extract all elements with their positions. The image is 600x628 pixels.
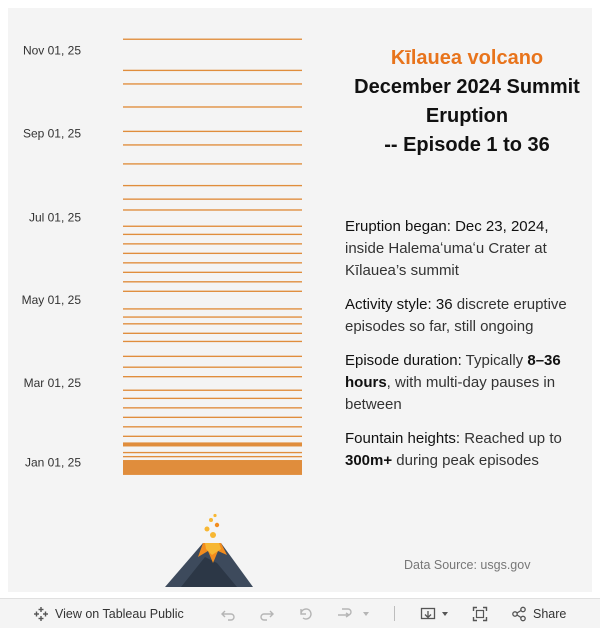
- episode-bar[interactable]: [123, 198, 302, 200]
- fact-duration-key: Episode duration:: [345, 352, 462, 369]
- episode-bar[interactable]: [123, 106, 302, 108]
- fact-activity-style: Activity style: 36 discrete eruptive epi…: [345, 294, 590, 338]
- fullscreen-icon[interactable]: [472, 599, 488, 628]
- fact-began-rest: inside Halemaʻumaʻu Crater at Kīlauea’s …: [345, 240, 547, 279]
- fact-began-value: Dec 23, 2024,: [455, 218, 549, 235]
- fact-duration-value: 8–36 hours: [345, 352, 561, 391]
- episode-bar[interactable]: [123, 442, 302, 447]
- facts-panel: Eruption began: Dec 23, 2024, inside Hal…: [345, 216, 590, 484]
- view-on-tableau-button[interactable]: View on Tableau Public: [33, 599, 184, 628]
- chart-title: Kīlauea volcano December 2024 Summit Eru…: [342, 44, 592, 160]
- data-source: Data Source: usgs.gov: [404, 558, 531, 572]
- episode-bar[interactable]: [123, 271, 302, 274]
- tableau-icon: [33, 606, 49, 622]
- volcano-icon: [161, 513, 257, 596]
- view-on-tableau-label: View on Tableau Public: [55, 606, 184, 621]
- episode-bar[interactable]: [123, 460, 302, 475]
- fact-style-rest: discrete eruptive episodes so far, still…: [345, 296, 567, 335]
- episode-bar[interactable]: [123, 355, 302, 358]
- episode-bar[interactable]: [123, 243, 302, 245]
- episode-bar[interactable]: [123, 366, 302, 368]
- episode-bar[interactable]: [123, 163, 302, 165]
- title-line-3: -- Episode 1 to 36: [384, 134, 550, 156]
- y-tick-label: Mar 01, 25: [24, 376, 82, 390]
- viz-area: Jan 01, 25 Mar 01, 25 May 01, 25 Jul 01, 25…: [8, 8, 592, 592]
- episode-bar[interactable]: [123, 184, 302, 187]
- y-tick-label: Jul 01, 25: [29, 210, 81, 224]
- title-volcano: Kīlauea volcano: [390, 47, 544, 69]
- undo-icon[interactable]: [220, 599, 236, 628]
- fact-episode-duration: Episode duration: Typically 8–36 hours, …: [345, 350, 590, 416]
- episode-bar[interactable]: [123, 308, 302, 310]
- episode-bar[interactable]: [123, 389, 302, 391]
- episode-bar[interactable]: [123, 416, 302, 419]
- episode-bar[interactable]: [123, 69, 302, 72]
- fact-duration-rest: , with multi-day pauses in between: [345, 374, 556, 413]
- fact-began-key: Eruption began:: [345, 218, 451, 235]
- refresh-icon[interactable]: [336, 599, 370, 628]
- eruption-timeline-chart: Jan 01, 25 Mar 01, 25 May 01, 25 Jul 01, 25…: [22, 38, 302, 475]
- episode-bar[interactable]: [123, 290, 302, 292]
- revert-icon[interactable]: [298, 599, 314, 628]
- episode-bar[interactable]: [123, 262, 302, 264]
- episode-bar[interactable]: [123, 397, 302, 400]
- episode-bar[interactable]: [123, 281, 302, 283]
- fact-fountain-pre: Reached up to: [464, 430, 562, 447]
- episode-bar[interactable]: [123, 340, 302, 343]
- episode-bar[interactable]: [123, 130, 302, 133]
- share-icon: [511, 606, 527, 622]
- fact-duration-pre: Typically: [465, 352, 524, 369]
- redo-icon[interactable]: [259, 599, 275, 628]
- episode-bar[interactable]: [123, 233, 302, 236]
- episode-bar[interactable]: [123, 316, 302, 318]
- episode-bar[interactable]: [123, 451, 302, 454]
- episode-bar[interactable]: [123, 209, 302, 211]
- episode-bar[interactable]: [123, 455, 302, 458]
- tableau-toolbar: View on Tableau Public Share: [0, 598, 600, 628]
- episode-bar[interactable]: [123, 144, 302, 146]
- y-tick-label: Sep 01, 25: [23, 126, 81, 140]
- episode-bar[interactable]: [123, 252, 302, 255]
- fact-fountain-key: Fountain heights:: [345, 430, 461, 447]
- y-tick-label: Jan 01, 25: [25, 456, 81, 470]
- download-icon[interactable]: [420, 599, 452, 628]
- episode-bar[interactable]: [123, 426, 302, 428]
- title-line-2: Eruption: [425, 105, 509, 127]
- toolbar-divider: [394, 606, 395, 621]
- episode-bar[interactable]: [123, 407, 302, 409]
- share-label: Share: [533, 606, 567, 621]
- y-tick-label: May 01, 25: [22, 293, 82, 307]
- fact-style-count: 36: [435, 296, 453, 313]
- fact-fountain-value: 300m+: [345, 452, 393, 469]
- episode-bar[interactable]: [123, 435, 302, 437]
- episode-bar[interactable]: [123, 323, 302, 325]
- fact-fountain-heights: Fountain heights: Reached up to 300m+ du…: [345, 428, 590, 472]
- episode-bar[interactable]: [123, 83, 302, 85]
- share-button[interactable]: Share: [511, 599, 566, 628]
- fact-style-key: Activity style:: [345, 296, 432, 313]
- episode-bar[interactable]: [123, 376, 302, 378]
- episode-bar[interactable]: [123, 38, 302, 40]
- y-tick-label: Nov 01, 25: [23, 44, 81, 58]
- title-line-1: December 2024 Summit: [354, 76, 580, 98]
- episode-bar[interactable]: [123, 225, 302, 227]
- episode-bar[interactable]: [123, 332, 302, 334]
- fact-fountain-rest: during peak episodes: [392, 452, 539, 469]
- fact-eruption-began: Eruption began: Dec 23, 2024, inside Hal…: [345, 216, 590, 282]
